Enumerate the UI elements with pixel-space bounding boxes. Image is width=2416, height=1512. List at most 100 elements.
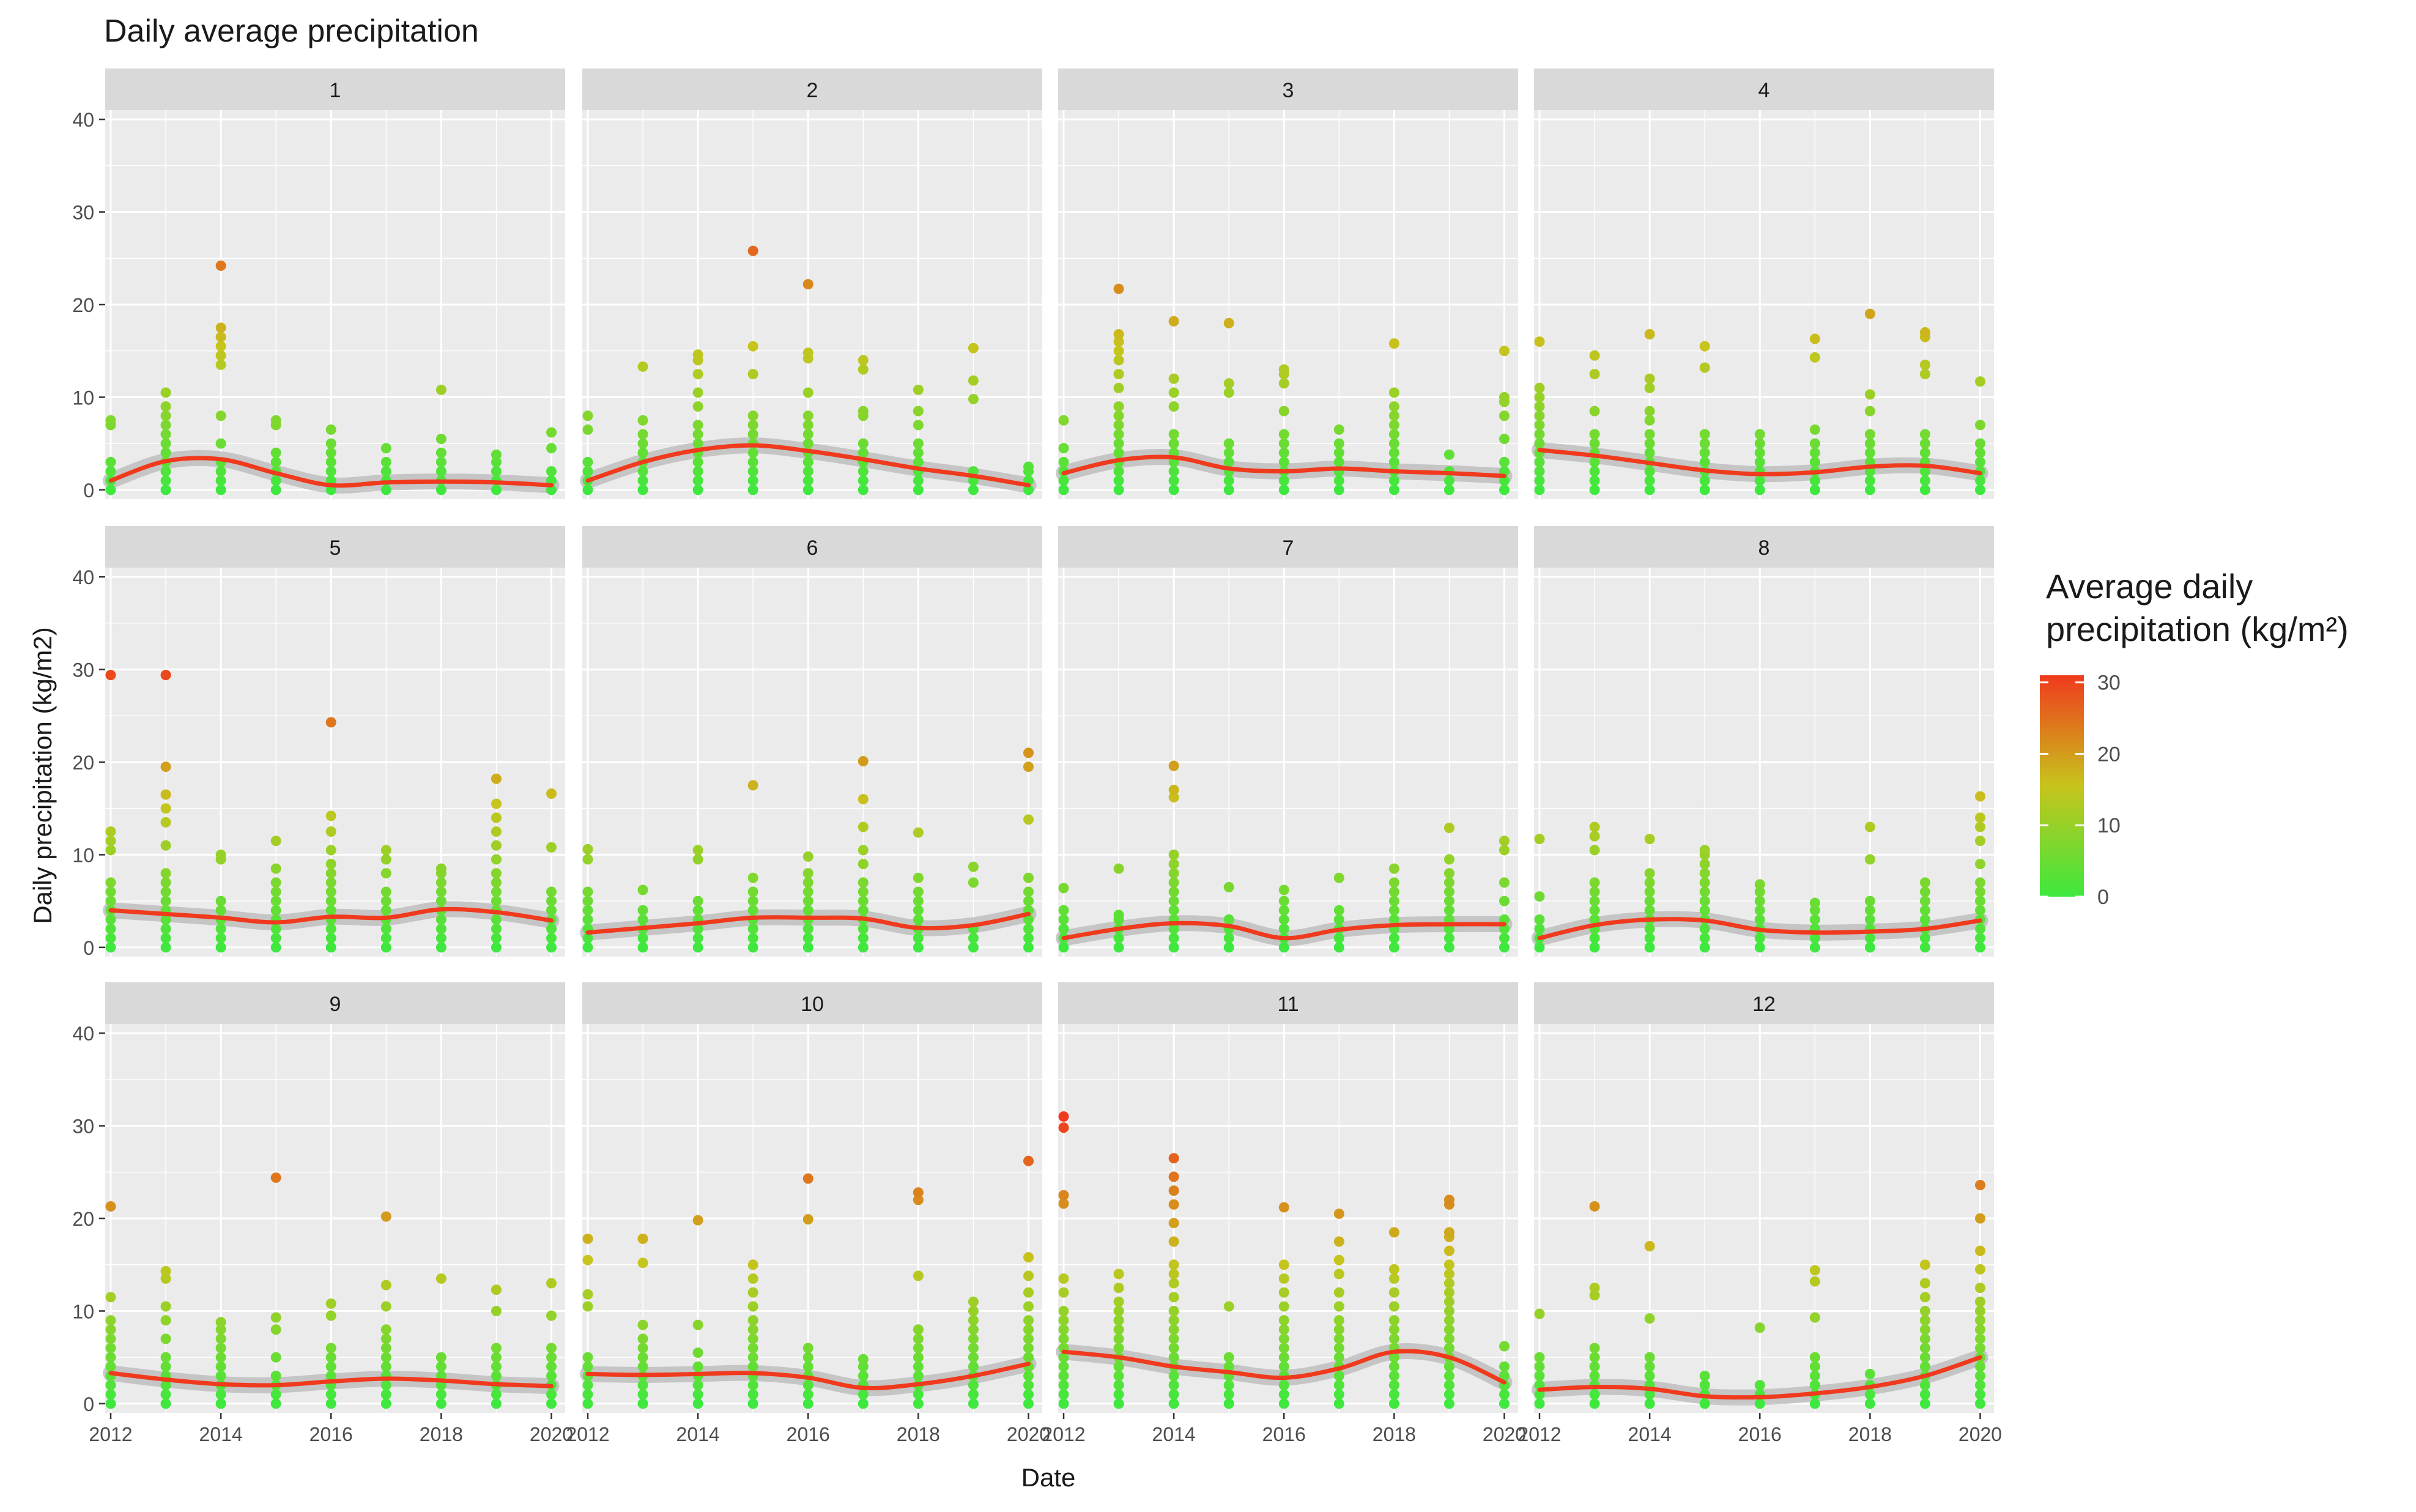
data-point [1499, 895, 1510, 906]
facet-strip [1534, 982, 1994, 1024]
data-point [160, 762, 171, 773]
data-point [802, 484, 813, 495]
data-point [435, 924, 447, 935]
data-point [1023, 924, 1034, 935]
data-point [1534, 438, 1545, 449]
data-point [968, 1398, 979, 1409]
x-axis-label: Date [1021, 1463, 1076, 1492]
data-point [270, 877, 281, 888]
data-point [1333, 914, 1344, 925]
data-point [325, 924, 336, 935]
data-point [215, 1389, 226, 1400]
data-point [215, 484, 226, 495]
data-point [435, 942, 447, 953]
y-tick-label: 0 [83, 937, 94, 959]
data-point [1974, 886, 1985, 897]
data-point [1058, 883, 1069, 894]
data-point [546, 427, 557, 438]
data-point [325, 1370, 336, 1381]
data-point [1919, 886, 1930, 897]
data-point [1499, 410, 1510, 421]
data-point [160, 1389, 171, 1400]
data-point [1974, 1305, 1985, 1316]
data-point [1223, 914, 1234, 925]
data-point [692, 1347, 703, 1358]
data-point [1699, 905, 1710, 916]
data-point [325, 456, 336, 467]
data-point [380, 933, 391, 944]
data-point [546, 924, 557, 935]
data-point [1168, 1236, 1179, 1247]
data-point [1333, 1236, 1344, 1247]
facet-strip [1534, 69, 1994, 110]
data-point [692, 438, 703, 449]
data-point [692, 429, 703, 440]
data-point [858, 438, 869, 449]
data-point [160, 475, 171, 486]
data-point [1919, 1259, 1930, 1270]
data-point [1058, 1389, 1069, 1400]
data-point [913, 1343, 924, 1354]
data-point [325, 1361, 336, 1372]
data-point [1499, 434, 1510, 445]
data-point [1443, 895, 1454, 906]
data-point [491, 449, 502, 460]
data-point [802, 895, 813, 906]
data-point [1534, 410, 1545, 421]
data-point [105, 670, 116, 681]
data-point [1388, 475, 1399, 486]
data-point [1974, 475, 1985, 486]
data-point [1534, 336, 1545, 347]
data-point [546, 942, 557, 953]
data-point [582, 1352, 593, 1363]
data-point [802, 420, 813, 431]
data-point [747, 1361, 758, 1372]
data-point [1589, 1343, 1600, 1354]
data-point [802, 851, 813, 862]
data-point [1333, 942, 1344, 953]
data-point [1864, 475, 1875, 486]
data-point [1168, 475, 1179, 486]
data-point [215, 350, 226, 361]
legend-tick-label: 0 [2097, 886, 2109, 909]
x-tick-label: 2014 [1628, 1423, 1672, 1445]
data-point [1589, 456, 1600, 467]
data-point [491, 826, 502, 837]
data-point [1388, 1380, 1399, 1391]
data-point [913, 406, 924, 417]
data-point [1443, 854, 1454, 865]
data-point [1809, 1276, 1820, 1287]
data-point [802, 475, 813, 486]
data-point [858, 1398, 869, 1409]
data-point [1809, 942, 1820, 953]
data-point [1388, 1398, 1399, 1409]
data-point [1278, 905, 1289, 916]
data-point [1809, 475, 1820, 486]
y-tick-label: 0 [83, 480, 94, 502]
data-point [1168, 1315, 1179, 1326]
data-point [1168, 1218, 1179, 1229]
data-point [1919, 1315, 1930, 1326]
legend-title-line2: precipitation (kg/m²) [2046, 610, 2349, 648]
x-tick-label: 2014 [199, 1423, 243, 1445]
data-point [692, 854, 703, 865]
data-point [1223, 1389, 1234, 1400]
data-point [1168, 466, 1179, 477]
data-point [1443, 1389, 1454, 1400]
data-point [1333, 1343, 1344, 1354]
data-point [802, 886, 813, 897]
data-point [968, 942, 979, 953]
data-point [1023, 933, 1034, 944]
data-point [913, 475, 924, 486]
data-point [1023, 895, 1034, 906]
data-point [380, 868, 391, 879]
data-point [858, 933, 869, 944]
data-point [692, 933, 703, 944]
data-point [802, 1398, 813, 1409]
data-point [1754, 914, 1765, 925]
data-point [1919, 877, 1930, 888]
data-point [747, 447, 758, 458]
data-point [1278, 1380, 1289, 1391]
data-point [1058, 1333, 1069, 1344]
data-point [637, 1258, 648, 1269]
